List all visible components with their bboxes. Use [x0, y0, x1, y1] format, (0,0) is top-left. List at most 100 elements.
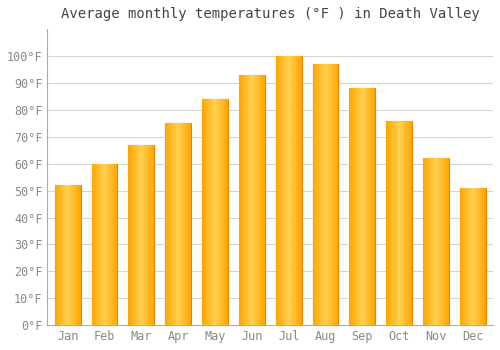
Bar: [214, 99, 215, 325]
Bar: [300, 56, 302, 325]
Bar: [372, 88, 374, 325]
Bar: [440, 158, 441, 325]
Bar: [336, 64, 338, 325]
Bar: [66, 185, 67, 325]
Bar: [386, 121, 387, 325]
Bar: [220, 99, 221, 325]
Bar: [72, 185, 73, 325]
Bar: [360, 88, 362, 325]
Bar: [404, 121, 405, 325]
Bar: [227, 99, 228, 325]
Bar: [170, 123, 172, 325]
Bar: [64, 185, 65, 325]
Bar: [387, 121, 388, 325]
Bar: [358, 88, 359, 325]
Bar: [58, 185, 59, 325]
Bar: [68, 185, 70, 325]
Bar: [92, 164, 94, 325]
Bar: [460, 188, 461, 325]
Bar: [206, 99, 208, 325]
Bar: [96, 164, 97, 325]
Bar: [324, 64, 326, 325]
Bar: [167, 123, 168, 325]
Bar: [60, 185, 61, 325]
Bar: [399, 121, 400, 325]
Bar: [354, 88, 356, 325]
Bar: [110, 164, 112, 325]
Bar: [102, 164, 103, 325]
Bar: [293, 56, 294, 325]
Bar: [444, 158, 446, 325]
Bar: [113, 164, 114, 325]
Bar: [432, 158, 434, 325]
Bar: [278, 56, 279, 325]
Bar: [209, 99, 210, 325]
Bar: [359, 88, 360, 325]
Bar: [468, 188, 469, 325]
Bar: [98, 164, 100, 325]
Bar: [168, 123, 170, 325]
Bar: [134, 145, 136, 325]
Bar: [368, 88, 369, 325]
Bar: [322, 64, 323, 325]
Bar: [174, 123, 176, 325]
Bar: [146, 145, 148, 325]
Bar: [388, 121, 389, 325]
Bar: [317, 64, 318, 325]
Bar: [467, 188, 468, 325]
Bar: [250, 75, 251, 325]
Bar: [484, 188, 485, 325]
Bar: [178, 123, 179, 325]
Bar: [55, 185, 56, 325]
Bar: [257, 75, 258, 325]
Bar: [108, 164, 109, 325]
Bar: [470, 188, 471, 325]
Bar: [131, 145, 132, 325]
Bar: [466, 188, 467, 325]
Bar: [393, 121, 394, 325]
Bar: [434, 158, 435, 325]
Bar: [460, 188, 485, 325]
Bar: [287, 56, 288, 325]
Bar: [312, 64, 314, 325]
Bar: [479, 188, 480, 325]
Bar: [70, 185, 71, 325]
Bar: [292, 56, 293, 325]
Bar: [429, 158, 430, 325]
Bar: [112, 164, 113, 325]
Bar: [139, 145, 140, 325]
Bar: [143, 145, 144, 325]
Bar: [366, 88, 368, 325]
Bar: [485, 188, 486, 325]
Bar: [276, 56, 301, 325]
Bar: [202, 99, 203, 325]
Bar: [406, 121, 407, 325]
Bar: [442, 158, 443, 325]
Bar: [76, 185, 77, 325]
Bar: [62, 185, 64, 325]
Bar: [428, 158, 429, 325]
Bar: [128, 145, 154, 325]
Bar: [296, 56, 298, 325]
Bar: [184, 123, 185, 325]
Bar: [103, 164, 104, 325]
Bar: [294, 56, 296, 325]
Bar: [365, 88, 366, 325]
Bar: [281, 56, 282, 325]
Bar: [239, 75, 240, 325]
Bar: [430, 158, 431, 325]
Bar: [176, 123, 178, 325]
Bar: [263, 75, 264, 325]
Bar: [246, 75, 248, 325]
Bar: [282, 56, 284, 325]
Bar: [461, 188, 462, 325]
Bar: [330, 64, 332, 325]
Bar: [224, 99, 226, 325]
Title: Average monthly temperatures (°F ) in Death Valley: Average monthly temperatures (°F ) in De…: [61, 7, 480, 21]
Bar: [104, 164, 106, 325]
Bar: [356, 88, 357, 325]
Bar: [437, 158, 438, 325]
Bar: [284, 56, 285, 325]
Bar: [101, 164, 102, 325]
Bar: [316, 64, 317, 325]
